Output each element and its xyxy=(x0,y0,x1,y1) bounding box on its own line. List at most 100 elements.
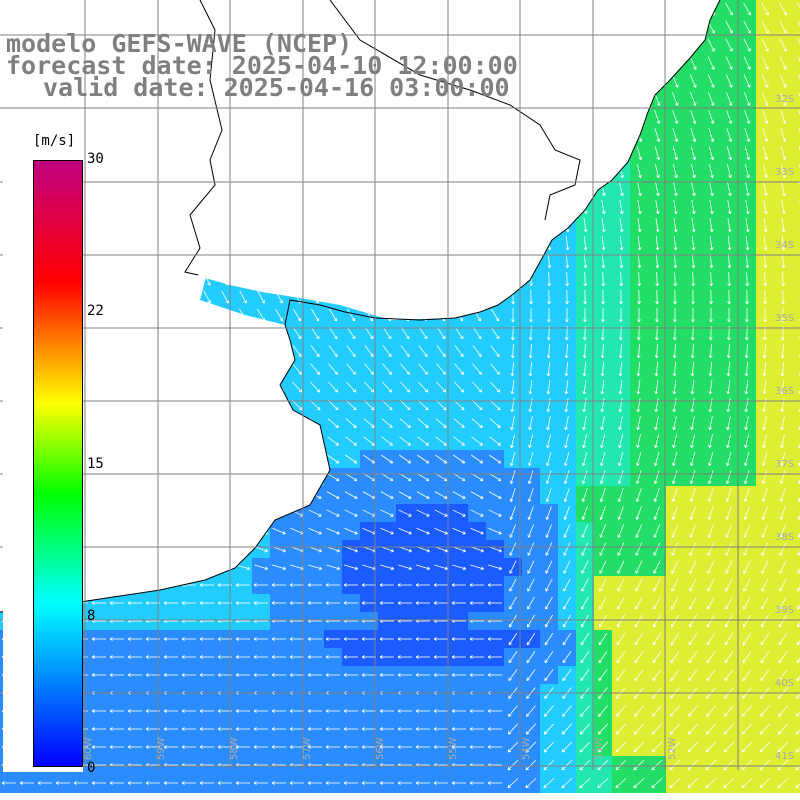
wind-cell xyxy=(720,360,739,379)
wind-cell xyxy=(594,324,613,343)
wind-cell xyxy=(180,648,199,667)
wind-cell xyxy=(0,774,19,793)
wind-arrow-head xyxy=(783,66,787,70)
wind-cell xyxy=(774,396,793,415)
wind-cell xyxy=(612,630,631,649)
wind-cell xyxy=(792,126,800,145)
wind-cell xyxy=(774,774,793,793)
wind-cell xyxy=(522,396,541,415)
wind-cell xyxy=(468,666,487,685)
wind-cell xyxy=(522,612,541,631)
wind-cell xyxy=(252,720,271,739)
wind-cell xyxy=(432,720,451,739)
wind-cell xyxy=(756,414,775,433)
wind-cell xyxy=(576,594,595,613)
wind-arrow xyxy=(779,56,787,70)
wind-cell xyxy=(522,576,541,595)
wind-cell xyxy=(288,666,307,685)
wind-cell xyxy=(468,774,487,793)
wind-cell xyxy=(504,432,523,451)
wind-cell xyxy=(666,378,685,397)
wind-cell xyxy=(720,594,739,613)
wind-cell xyxy=(468,648,487,667)
wind-cell xyxy=(504,576,523,595)
wind-cell xyxy=(792,522,800,541)
wind-cell xyxy=(504,306,523,325)
wind-cell xyxy=(558,666,577,685)
wind-cell xyxy=(594,558,613,577)
wind-cell xyxy=(180,702,199,721)
wind-cell xyxy=(720,396,739,415)
wind-cell xyxy=(648,630,667,649)
wind-cell xyxy=(612,468,631,487)
wind-cell xyxy=(396,648,415,667)
wind-cell xyxy=(162,630,181,649)
wind-cell xyxy=(630,594,649,613)
wind-cell xyxy=(270,702,289,721)
wind-cell xyxy=(792,702,800,721)
wind-cell xyxy=(54,774,73,793)
wind-cell xyxy=(198,738,217,757)
wind-cell xyxy=(648,504,667,523)
wind-cell xyxy=(702,612,721,631)
wind-cell xyxy=(414,594,433,613)
wind-cell xyxy=(684,702,703,721)
wind-cell xyxy=(36,774,55,793)
wind-cell xyxy=(522,540,541,559)
wind-cell xyxy=(522,288,541,307)
wind-cell xyxy=(684,432,703,451)
wind-cell xyxy=(738,594,757,613)
wind-cell xyxy=(630,396,649,415)
wind-cell xyxy=(630,342,649,361)
wind-cell xyxy=(684,486,703,505)
wind-cell xyxy=(540,612,559,631)
wind-cell xyxy=(792,594,800,613)
wind-cell xyxy=(594,378,613,397)
wind-cell xyxy=(612,522,631,541)
wind-cell xyxy=(594,234,613,253)
wind-cell xyxy=(792,450,800,469)
wind-cell xyxy=(558,504,577,523)
wind-cell xyxy=(576,486,595,505)
wind-cell xyxy=(576,270,595,289)
wind-cell xyxy=(630,324,649,343)
wind-cell xyxy=(666,774,685,793)
wind-cell xyxy=(666,558,685,577)
wind-cell xyxy=(792,378,800,397)
wind-cell xyxy=(666,234,685,253)
wind-cell xyxy=(738,486,757,505)
wind-cell xyxy=(792,720,800,739)
wind-cell xyxy=(792,270,800,289)
wind-cell xyxy=(504,378,523,397)
wind-cell xyxy=(738,306,757,325)
wind-arrow-head xyxy=(729,66,733,70)
wind-cell xyxy=(720,216,739,235)
wind-cell xyxy=(306,774,325,793)
wind-cell xyxy=(612,396,631,415)
wind-cell xyxy=(558,396,577,415)
wind-cell xyxy=(558,270,577,289)
wind-cell xyxy=(252,702,271,721)
wind-cell xyxy=(432,612,451,631)
wind-cell xyxy=(288,612,307,631)
wind-cell xyxy=(576,738,595,757)
wind-cell xyxy=(522,324,541,343)
wind-cell xyxy=(360,648,379,667)
wind-cell xyxy=(468,702,487,721)
wind-cell xyxy=(684,540,703,559)
wind-cell xyxy=(414,576,433,595)
wind-arrow-head xyxy=(747,66,751,70)
wind-cell xyxy=(630,216,649,235)
wind-cell xyxy=(666,630,685,649)
wind-cell xyxy=(540,378,559,397)
wind-cell xyxy=(540,414,559,433)
wind-cell xyxy=(792,72,800,91)
wind-arrow-head xyxy=(747,30,751,34)
wind-cell xyxy=(756,324,775,343)
wind-cell xyxy=(612,504,631,523)
wind-cell xyxy=(630,540,649,559)
wind-cell xyxy=(576,540,595,559)
wind-cell xyxy=(576,288,595,307)
wind-cell xyxy=(702,630,721,649)
wind-cell xyxy=(540,270,559,289)
